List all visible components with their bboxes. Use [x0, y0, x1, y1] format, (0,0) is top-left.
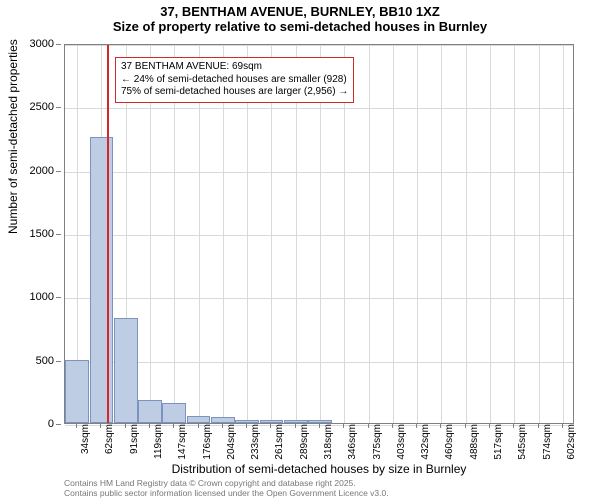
x-tick-mark [246, 423, 247, 428]
x-tick-mark [149, 423, 150, 428]
y-tick-label: 0 [48, 418, 54, 430]
histogram-bar [284, 420, 308, 423]
histogram-bar [138, 400, 162, 423]
x-tick-label: 34sqm [80, 424, 91, 454]
y-tick-mark [56, 424, 61, 425]
y-tick-label: 500 [36, 355, 54, 367]
x-tick-label: 346sqm [347, 424, 358, 460]
y-tick-label: 2500 [30, 101, 54, 113]
histogram-bar [211, 417, 235, 423]
histogram-bar [187, 416, 211, 423]
x-tick-mark [295, 423, 296, 428]
y-tick-mark [56, 107, 61, 108]
histogram-bar [90, 137, 114, 423]
x-tick-mark [222, 423, 223, 428]
page-title: 37, BENTHAM AVENUE, BURNLEY, BB10 1XZ [0, 4, 600, 19]
y-tick-label: 3000 [30, 38, 54, 50]
footer-line2: Contains public sector information licen… [64, 489, 389, 498]
y-tick-mark [56, 361, 61, 362]
histogram-bar [162, 403, 186, 423]
x-tick-label: 574sqm [542, 424, 553, 460]
y-axis-ticks: 050010001500200025003000 [0, 44, 60, 424]
plot-box: 37 BENTHAM AVENUE: 69sqm ← 24% of semi-d… [64, 44, 574, 424]
x-tick-mark [489, 423, 490, 428]
x-tick-mark [538, 423, 539, 428]
y-tick-mark [56, 171, 61, 172]
x-tick-mark [440, 423, 441, 428]
x-tick-mark [513, 423, 514, 428]
x-tick-mark [465, 423, 466, 428]
page-subtitle: Size of property relative to semi-detach… [0, 19, 600, 34]
x-tick-label: 602sqm [566, 424, 577, 460]
chart-area: 37 BENTHAM AVENUE: 69sqm ← 24% of semi-d… [64, 44, 574, 424]
x-tick-mark [100, 423, 101, 428]
gridline-h [65, 362, 573, 363]
x-tick-label: 119sqm [153, 424, 164, 459]
x-tick-label: 318sqm [323, 424, 334, 460]
x-tick-mark [562, 423, 563, 428]
annotation-box: 37 BENTHAM AVENUE: 69sqm ← 24% of semi-d… [115, 57, 354, 103]
footer-attribution: Contains HM Land Registry data © Crown c… [64, 479, 389, 498]
x-tick-mark [173, 423, 174, 428]
x-tick-label: 233sqm [250, 424, 261, 460]
histogram-bar [65, 360, 89, 423]
gridline-v [514, 45, 515, 423]
x-tick-mark [319, 423, 320, 428]
x-tick-label: 204sqm [226, 424, 237, 460]
annotation-line1: 37 BENTHAM AVENUE: 69sqm [121, 61, 348, 74]
x-tick-label: 517sqm [493, 424, 504, 460]
annotation-line2: ← 24% of semi-detached houses are smalle… [121, 74, 348, 87]
gridline-v [441, 45, 442, 423]
y-tick-label: 1000 [30, 291, 54, 303]
gridline-v [563, 45, 564, 423]
histogram-bar [114, 318, 138, 423]
y-tick-mark [56, 234, 61, 235]
y-tick-mark [56, 297, 61, 298]
y-tick-label: 1500 [30, 228, 54, 240]
gridline-h [65, 108, 573, 109]
x-tick-label: 460sqm [444, 424, 455, 460]
x-tick-label: 403sqm [396, 424, 407, 460]
x-tick-label: 261sqm [274, 424, 285, 460]
gridline-v [417, 45, 418, 423]
gridline-h [65, 172, 573, 173]
annotation-line3: 75% of semi-detached houses are larger (… [121, 86, 348, 99]
x-tick-mark [270, 423, 271, 428]
x-axis-ticks: 34sqm 62sqm 91sqm 119sqm 147sqm 176sqm 204sqm 2… [64, 424, 574, 464]
gridline-h [65, 45, 573, 46]
x-tick-mark [368, 423, 369, 428]
x-tick-label: 91sqm [129, 424, 140, 454]
x-tick-mark [198, 423, 199, 428]
x-tick-mark [416, 423, 417, 428]
gridline-v [466, 45, 467, 423]
x-tick-label: 62sqm [104, 424, 115, 454]
gridline-v [393, 45, 394, 423]
x-tick-label: 289sqm [299, 424, 310, 460]
x-tick-label: 545sqm [517, 424, 528, 460]
x-tick-mark [125, 423, 126, 428]
gridline-v [369, 45, 370, 423]
gridline-h [65, 298, 573, 299]
gridline-h [65, 235, 573, 236]
x-axis-label: Distribution of semi-detached houses by … [64, 462, 574, 476]
y-tick-label: 2000 [30, 165, 54, 177]
x-tick-mark [343, 423, 344, 428]
x-tick-label: 432sqm [420, 424, 431, 460]
property-marker-line [107, 45, 109, 423]
gridline-v [539, 45, 540, 423]
x-tick-label: 488sqm [469, 424, 480, 460]
x-tick-label: 375sqm [372, 424, 383, 460]
x-tick-label: 147sqm [177, 424, 188, 460]
y-tick-mark [56, 44, 61, 45]
x-tick-mark [392, 423, 393, 428]
gridline-v [490, 45, 491, 423]
x-tick-label: 176sqm [202, 424, 213, 460]
x-tick-mark [76, 423, 77, 428]
